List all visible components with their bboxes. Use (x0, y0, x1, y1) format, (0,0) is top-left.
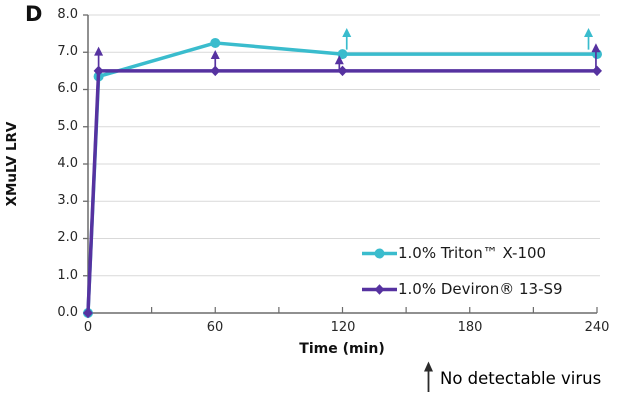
x-tick-label: 180 (457, 320, 483, 335)
legend-label-triton: 1.0% Triton™ X-100 (398, 244, 547, 262)
data-point (592, 65, 602, 77)
y-tick-label: 8.0 (57, 7, 78, 22)
data-point (93, 65, 104, 77)
legend-key-marker (374, 284, 385, 295)
x-tick-label: 60 (206, 320, 224, 335)
no-virus-arrow-head (210, 50, 220, 60)
data-point (210, 37, 221, 48)
y-tick-label: 6.0 (57, 81, 78, 96)
y-tick-label: 5.0 (57, 119, 78, 134)
series-line-1 (86, 69, 599, 315)
no-detectable-virus-label: No detectable virus (440, 369, 602, 388)
y-tick-label: 0.0 (57, 305, 78, 320)
y-tick-label: 1.0 (57, 268, 78, 283)
no-virus-arrow-head (334, 55, 344, 65)
no-virus-arrow-head (94, 46, 104, 56)
data-point (210, 65, 221, 77)
annotation-arrow-head (424, 361, 433, 372)
no-virus-arrow-head (591, 43, 601, 53)
legend-label-deviron: 1.0% Deviron® 13-S9 (398, 280, 563, 298)
x-tick-label: 120 (330, 320, 356, 335)
series-line-0 (86, 41, 599, 315)
no-virus-arrow-head (584, 28, 594, 38)
y-tick-label: 7.0 (57, 44, 78, 59)
x-tick-label: 0 (83, 320, 93, 335)
x-tick-label: 240 (584, 320, 610, 335)
data-point (337, 65, 348, 77)
data-point (83, 307, 93, 319)
no-virus-arrow-head (342, 28, 352, 38)
y-tick-label: 2.0 (57, 230, 78, 245)
x-axis-title: Time (min) (299, 341, 385, 357)
y-axis-title: XMuLV LRV (4, 121, 20, 207)
y-tick-label: 4.0 (57, 156, 78, 171)
y-tick-label: 3.0 (57, 193, 78, 208)
legend-key-marker (374, 248, 385, 259)
panel-label: D (25, 2, 43, 26)
